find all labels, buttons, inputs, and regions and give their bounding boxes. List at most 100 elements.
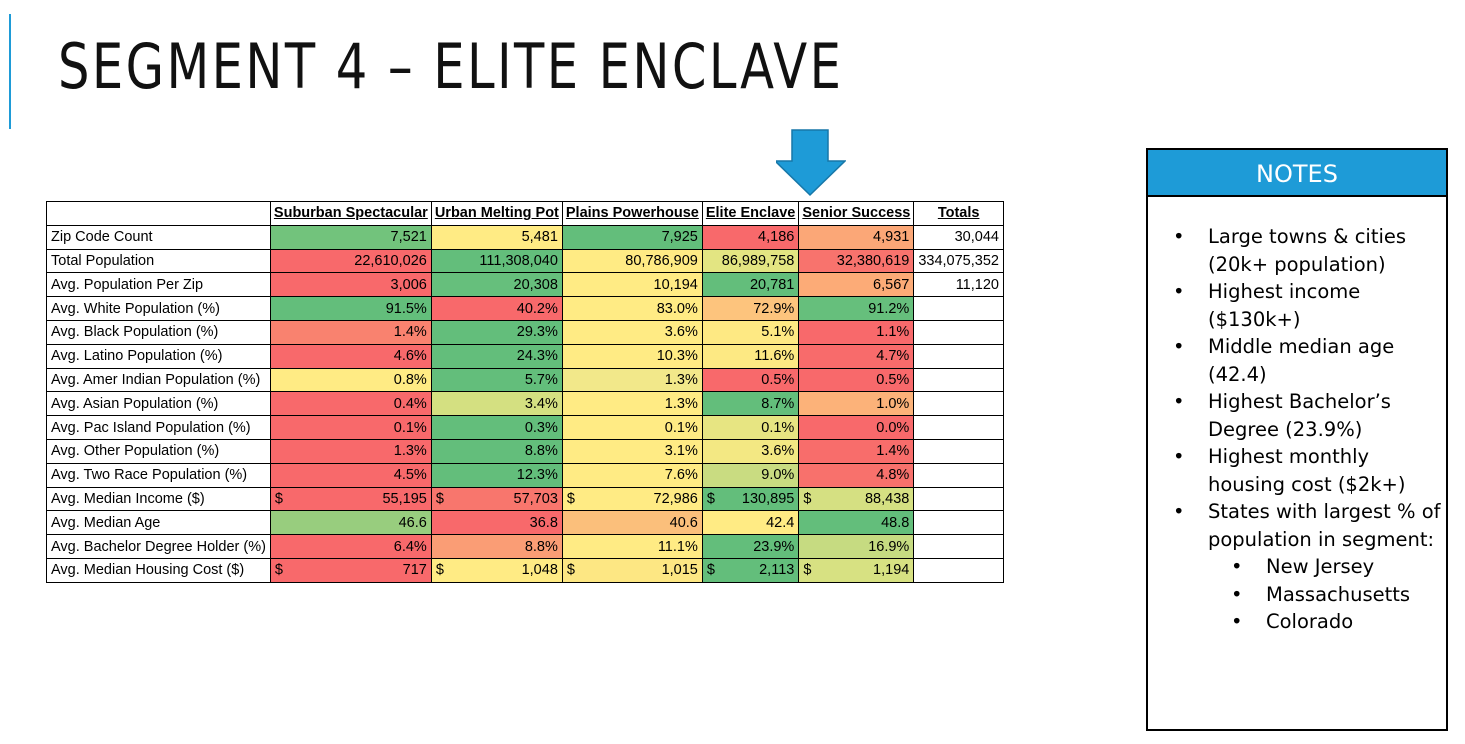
table-row: Avg. Two Race Population (%) 4.5% 12.3% 7.6… — [46, 462, 1004, 488]
value-cell: 36.8 — [430, 510, 563, 536]
cell-value: 6.4% — [393, 538, 427, 555]
value-cell: 1.4% — [798, 438, 915, 464]
value-cell: 1.3% — [561, 367, 703, 393]
cell-value: 8.7% — [761, 395, 795, 412]
cell-value: 11.1% — [657, 538, 698, 555]
total-cell — [913, 557, 1004, 583]
note-item: Large towns & cities (20k+ population) — [1173, 223, 1446, 278]
value-cell: 11.6% — [701, 343, 800, 369]
corner-cell — [46, 201, 271, 226]
value-cell: 42.4 — [701, 510, 800, 536]
note-text: States with largest % of population in s… — [1208, 500, 1441, 551]
cell-value: 48.8 — [881, 514, 910, 531]
cell-value: 6,567 — [873, 276, 910, 293]
note-subitem: New Jersey — [1231, 553, 1446, 581]
cell-value: 0.1% — [761, 419, 795, 436]
cell-value: 12.3% — [516, 467, 558, 484]
cell-value: 3.6% — [664, 324, 698, 341]
row-label: Avg. Median Age — [46, 510, 271, 536]
table-row: Avg. Median Income ($) $55,195 $57,703 $72,… — [46, 486, 1004, 512]
value-cell: 12.3% — [430, 462, 563, 488]
currency-sign: $ — [435, 562, 444, 579]
row-label: Zip Code Count — [46, 224, 271, 250]
value-cell: 5.7% — [430, 367, 563, 393]
cell-value: 0.8% — [393, 371, 427, 388]
value-cell: 32,380,619 — [798, 248, 915, 274]
value-cell: 7,521 — [269, 224, 432, 250]
value-cell: 6.4% — [269, 534, 432, 559]
note-item: States with largest % of population in s… — [1173, 498, 1446, 636]
value-cell: $130,895 — [701, 486, 800, 512]
note-text: Highest Bachelor’s Degree (23.9%) — [1208, 390, 1391, 441]
table-row: Avg. Median Age 46.6 36.8 40.6 42.4 48.8 — [46, 510, 1004, 536]
value-cell: 40.2% — [430, 296, 563, 321]
cell-value: 0.3% — [524, 419, 558, 436]
total-cell — [913, 296, 1004, 321]
value-cell: 10.3% — [561, 343, 703, 369]
cell-value: 1.3% — [393, 443, 427, 460]
value-cell: 0.1% — [561, 415, 703, 440]
cell-value: 1.3% — [664, 371, 698, 388]
cell-value: 42.4 — [766, 514, 795, 531]
currency-sign: $ — [274, 490, 283, 507]
table-row: Total Population 22,610,026 111,308,040 80,… — [46, 248, 1004, 274]
cell-value: 0.5% — [876, 371, 910, 388]
total-value: 11,120 — [955, 276, 999, 293]
cell-value: 55,195 — [382, 490, 427, 507]
note-item: Highest income ($130k+) — [1173, 278, 1446, 333]
table-row: Avg. Amer Indian Population (%) 0.8% 5.7% 1… — [46, 367, 1004, 393]
note-text: Large towns & cities (20k+ population) — [1208, 225, 1407, 276]
row-label: Avg. White Population (%) — [46, 296, 271, 321]
row-label: Avg. Latino Population (%) — [46, 343, 271, 369]
note-item: Middle median age (42.4) — [1173, 333, 1446, 388]
cell-value: 1.4% — [393, 324, 427, 341]
row-label: Avg. Median Income ($) — [46, 486, 271, 512]
value-cell: 10,194 — [561, 272, 703, 298]
value-cell: 72.9% — [701, 296, 800, 321]
value-cell: $1,194 — [798, 557, 915, 583]
value-cell: 1.3% — [269, 438, 432, 464]
value-cell: 8.8% — [430, 438, 563, 464]
cell-value: 83.0% — [656, 300, 698, 317]
value-cell: $72,986 — [561, 486, 703, 512]
value-cell: 4.7% — [798, 343, 915, 369]
cell-value: 717 — [402, 562, 427, 579]
total-cell — [913, 319, 1004, 345]
value-cell: 86,989,758 — [701, 248, 800, 274]
value-cell: 5,481 — [430, 224, 563, 250]
currency-sign: $ — [435, 490, 444, 507]
row-label: Avg. Other Population (%) — [46, 438, 271, 464]
value-cell: $1,015 — [561, 557, 703, 583]
value-cell: 20,308 — [430, 272, 563, 298]
value-cell: 4,186 — [701, 224, 800, 250]
cell-value: 10.3% — [656, 348, 698, 365]
cell-value: 0.0% — [876, 419, 910, 436]
cell-value: 86,989,758 — [721, 252, 795, 269]
currency-sign: $ — [803, 562, 812, 579]
value-cell: 1.4% — [269, 319, 432, 345]
currency-sign: $ — [274, 562, 283, 579]
column-header: Plains Powerhouse — [561, 201, 703, 226]
cell-value: 3.6% — [761, 443, 795, 460]
cell-value: 5,481 — [521, 229, 558, 246]
cell-value: 40.2% — [516, 300, 558, 317]
header-row: Suburban Spectacular Urban Melting Pot Pla… — [46, 201, 1004, 226]
cell-value: 2,113 — [759, 562, 795, 579]
note-text: Middle median age (42.4) — [1208, 335, 1395, 386]
value-cell: 23.9% — [701, 534, 800, 559]
cell-value: 32,380,619 — [836, 252, 910, 269]
cell-value: 130,895 — [741, 490, 795, 507]
cell-value: 29.3% — [516, 324, 558, 341]
cell-value: 23.9% — [753, 538, 795, 555]
total-value: 334,075,352 — [918, 252, 999, 269]
table-row: Avg. Median Housing Cost ($) $717 $1,048 $1… — [46, 557, 1004, 583]
value-cell: 46.6 — [269, 510, 432, 536]
note-subitem: Massachusetts — [1231, 581, 1446, 609]
total-cell — [913, 415, 1004, 440]
cell-value: 1,015 — [661, 562, 698, 579]
cell-value: 46.6 — [398, 514, 427, 531]
value-cell: 3.6% — [701, 438, 800, 464]
value-cell: 3.1% — [561, 438, 703, 464]
cell-value: 111,308,040 — [479, 252, 558, 269]
table-row: Avg. Other Population (%) 1.3% 8.8% 3.1% 3.6… — [46, 438, 1004, 464]
